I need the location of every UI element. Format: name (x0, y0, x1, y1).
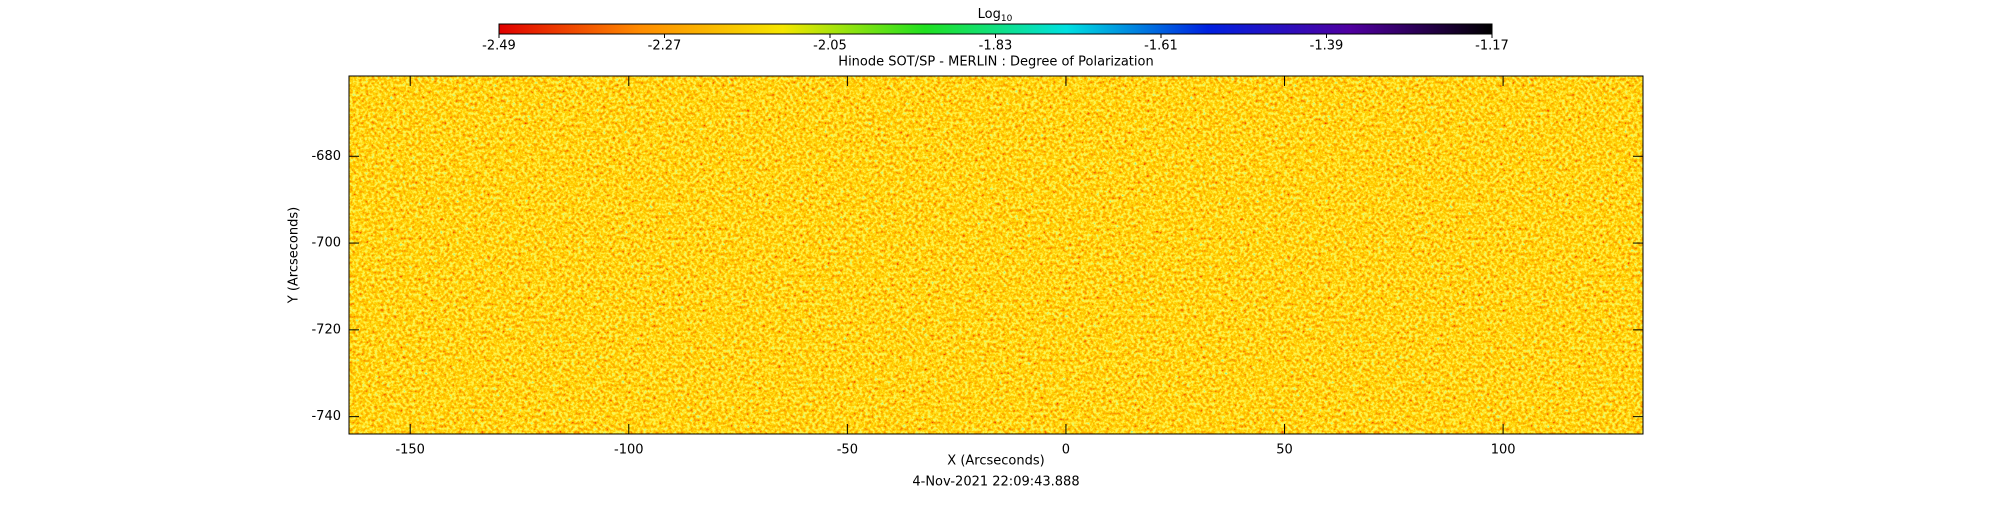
y-tick-label: -680 (311, 149, 341, 164)
chart-title: Hinode SOT/SP - MERLIN : Degree of Polar… (838, 55, 1153, 70)
x-tick-label: 100 (1491, 443, 1516, 458)
x-tick-label: -100 (614, 443, 644, 458)
colorbar-tick-label: -2.27 (648, 39, 682, 54)
y-tick-label: -720 (311, 322, 341, 337)
y-axis-label: Y (Arcseconds) (287, 207, 302, 304)
colorbar-tick-label: -1.83 (979, 39, 1013, 54)
x-tick-label: 50 (1276, 443, 1293, 458)
colorbar-tick-label: -2.05 (813, 39, 847, 54)
x-tick-label: -50 (837, 443, 858, 458)
x-axis-label: X (Arcseconds) (947, 454, 1044, 469)
footnote: 4-Nov-2021 22:09:43.888 (912, 475, 1079, 490)
colorbar-tick-label: -1.17 (1475, 39, 1509, 54)
colorbar (498, 23, 1493, 35)
plot-frame (348, 75, 1644, 435)
colorbar-tick-label: -2.49 (482, 39, 516, 54)
colorbar-tick-label: -1.61 (1144, 39, 1178, 54)
colorbar-tick-label: -1.39 (1310, 39, 1344, 54)
y-tick-label: -700 (311, 236, 341, 251)
y-tick-label: -740 (311, 409, 341, 424)
polarization-map (349, 76, 1643, 434)
x-tick-label: -150 (395, 443, 425, 458)
colorbar-label: Log10 (978, 7, 1013, 24)
x-tick-label: 0 (1062, 443, 1070, 458)
